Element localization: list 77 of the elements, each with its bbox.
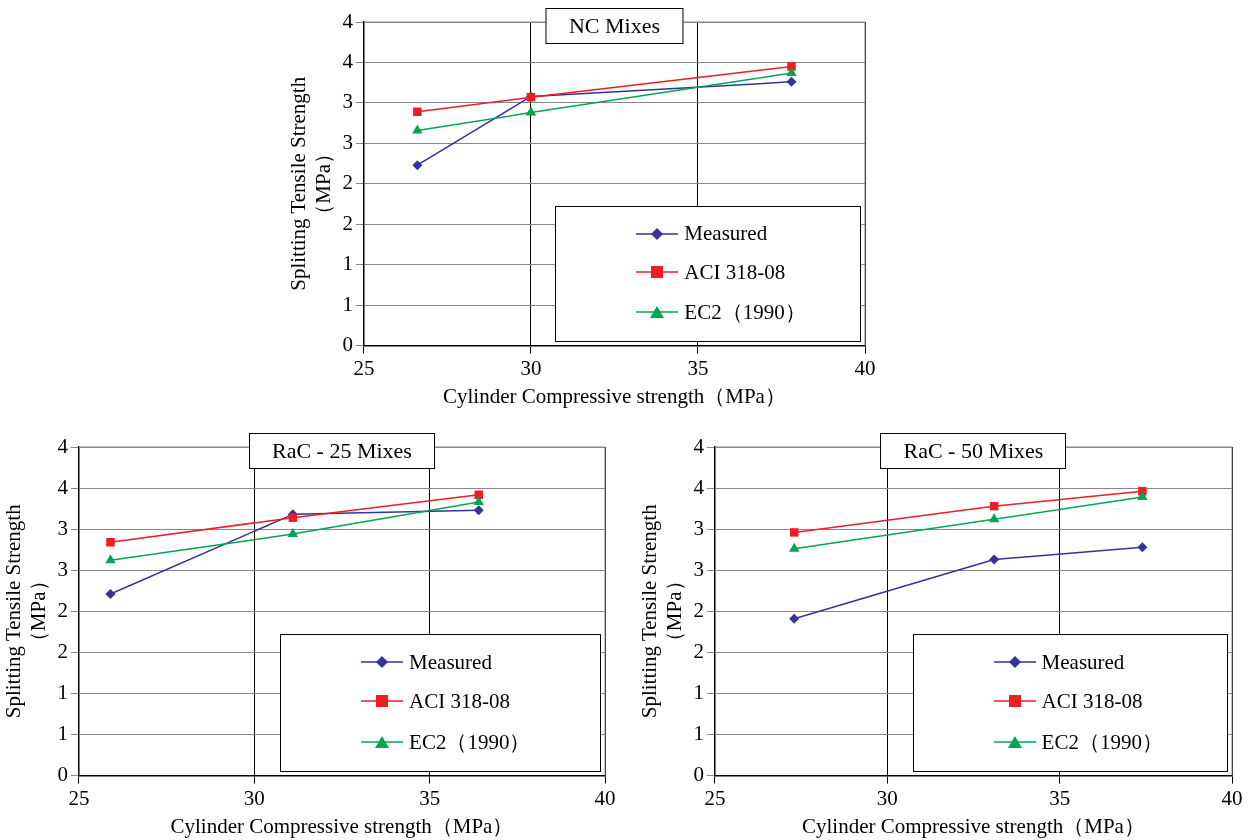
- x-tick-label: 30: [876, 785, 898, 810]
- legend-label: Measured: [409, 649, 492, 675]
- y-tick-label: 4: [57, 474, 69, 499]
- point: [788, 542, 800, 552]
- y-tick-label: 0: [693, 762, 704, 787]
- y-tick-label: 2: [342, 170, 353, 195]
- point: [786, 76, 797, 87]
- y-tick-label: 3: [57, 515, 68, 540]
- x-tick-label: 25: [704, 785, 726, 810]
- point: [989, 554, 1000, 565]
- point: [473, 496, 484, 506]
- legend-label: EC2（1990）: [684, 298, 806, 326]
- y-tick-label: 3: [342, 129, 353, 154]
- point: [1137, 542, 1148, 553]
- y-tick-label: 4: [342, 8, 354, 33]
- x-tick-label: 40: [854, 355, 876, 380]
- y-axis-title: Splitting Tensile Strength（MPa）: [1, 503, 51, 719]
- chart-title: RaC - 50 Mixes: [880, 433, 1067, 469]
- legend-label: EC2（1990）: [409, 728, 531, 756]
- point: [105, 589, 116, 600]
- point: [288, 513, 298, 522]
- y-tick-label: 1: [57, 679, 68, 704]
- y-tick-label: 4: [693, 474, 705, 499]
- y-tick-label: 3: [693, 556, 704, 581]
- y-tick-label: 2: [342, 210, 353, 235]
- legend-label: Measured: [1041, 649, 1125, 675]
- y-tick-label: 4: [342, 48, 354, 73]
- legend-label: ACI 318-08: [684, 259, 786, 285]
- point: [473, 505, 484, 516]
- x-tick-label: 25: [68, 785, 90, 810]
- y-tick-label: 1: [693, 679, 704, 704]
- x-tick-label: 25: [353, 355, 375, 380]
- legend-label: EC2（1990）: [1041, 728, 1163, 756]
- y-tick-label: 3: [693, 515, 704, 540]
- legend-label: Measured: [684, 221, 768, 247]
- chart-title: RaC - 25 Mixes: [248, 433, 435, 469]
- point: [1137, 491, 1148, 501]
- y-tick-label: 3: [342, 89, 353, 114]
- x-tick-label: 40: [1221, 785, 1243, 810]
- x-tick-label: 35: [687, 355, 709, 380]
- y-tick-label: 3: [57, 556, 68, 581]
- point: [413, 107, 422, 117]
- x-tick-label: 35: [419, 785, 441, 810]
- chart-title: NC Mixes: [545, 8, 683, 44]
- legend-label: ACI 318-08: [1041, 688, 1143, 714]
- y-tick-label: 4: [693, 433, 705, 458]
- y-axis-title: Splitting Tensile Strength（MPa）: [286, 76, 336, 291]
- y-tick-label: 2: [57, 638, 68, 663]
- y-tick-label: 2: [57, 597, 68, 622]
- legend-label: ACI 318-08: [409, 688, 510, 714]
- y-axis-title: Splitting Tensile Strength（MPa）: [637, 503, 687, 719]
- x-axis-title: Cylinder Compressive strength（MPa）: [442, 383, 786, 408]
- y-tick-label: 4: [57, 433, 69, 458]
- x-axis-title: Cylinder Compressive strength（MPa）: [170, 813, 514, 838]
- point: [786, 66, 797, 76]
- x-tick-label: 30: [520, 355, 542, 380]
- x-tick-label: 35: [1049, 785, 1071, 810]
- y-tick-label: 1: [57, 721, 68, 746]
- point: [789, 528, 799, 537]
- point: [412, 160, 423, 171]
- x-tick-label: 40: [594, 785, 616, 810]
- x-axis-title: Cylinder Compressive strength（MPa）: [801, 813, 1145, 838]
- point: [287, 528, 299, 538]
- y-tick-label: 2: [693, 597, 704, 622]
- point: [988, 513, 1000, 523]
- y-tick-label: 1: [342, 291, 353, 316]
- point: [106, 538, 115, 547]
- point: [105, 554, 116, 564]
- y-tick-label: 0: [342, 332, 353, 357]
- x-tick-label: 30: [243, 785, 265, 810]
- y-tick-label: 2: [693, 638, 704, 663]
- point: [525, 106, 537, 116]
- y-tick-label: 1: [342, 251, 353, 276]
- y-tick-label: 1: [693, 721, 704, 746]
- y-tick-label: 0: [57, 762, 68, 787]
- point: [474, 490, 483, 499]
- point: [789, 613, 800, 624]
